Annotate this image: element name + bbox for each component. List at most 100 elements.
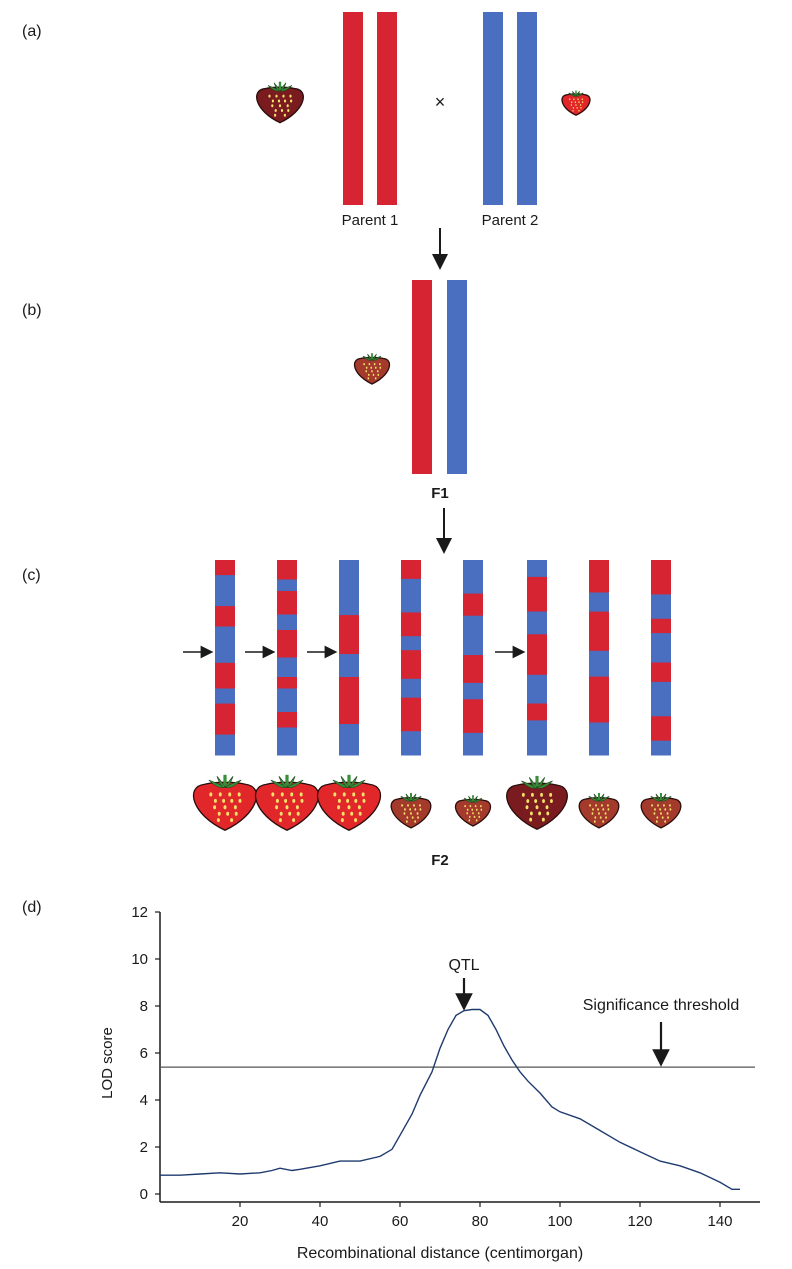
f2-population: [183, 560, 682, 831]
threshold-label: Significance threshold: [583, 997, 740, 1014]
f2-chromosome-segment: [215, 734, 235, 756]
f2-chromosome-segment: [589, 560, 609, 593]
y-tick-label: 6: [140, 1045, 148, 1062]
f2-chromosome-segment: [339, 724, 359, 756]
f2-chromosome-segment: [527, 634, 547, 676]
f2-chromosome-segment: [527, 611, 547, 635]
f2-chromosome-segment: [651, 594, 671, 620]
cross-symbol: ×: [435, 92, 446, 112]
f2-chromosome-segment: [651, 716, 671, 742]
panel-b-label: (b): [22, 302, 42, 319]
panel-a-label: (a): [22, 23, 42, 40]
panel-d-label: (d): [22, 899, 42, 916]
f2-chromosome-segment: [651, 633, 671, 664]
x-tick-label: 40: [312, 1213, 329, 1230]
f2-chromosome-segment: [589, 611, 609, 652]
f2-strawberry-icon: [390, 792, 432, 829]
f2-individual: [495, 560, 568, 831]
f2-chromosome-segment: [589, 650, 609, 678]
y-tick-label: 10: [131, 951, 148, 968]
y-tick-label: 8: [140, 998, 148, 1015]
lod-curve: [160, 1008, 740, 1190]
f2-chromosome-segment: [277, 688, 297, 713]
parent1-chromosome-pair: [343, 12, 397, 205]
f2-individual: [307, 560, 382, 831]
f2-chromosome-segment: [277, 711, 297, 728]
y-axis-label: LOD score: [99, 1027, 116, 1099]
y-tick-label: 12: [131, 904, 148, 921]
f2-chromosome-segment: [401, 636, 421, 651]
f2-chromosome-segment: [651, 740, 671, 756]
parent2-strawberry-icon: [561, 90, 591, 116]
y-tick-label: 0: [140, 1186, 148, 1203]
x-tick-label: 120: [627, 1213, 652, 1230]
f2-chromosome-segment: [401, 612, 421, 637]
f2-chromosome-segment: [339, 677, 359, 725]
f2-chromosome-segment: [463, 593, 483, 617]
f2-individual: [245, 560, 320, 831]
y-tick-label: 4: [140, 1092, 148, 1109]
f2-chromosome-segment: [339, 560, 359, 616]
f2-chromosome-segment: [651, 618, 671, 634]
parent2-chromosome-left: [483, 12, 503, 205]
parent1-chromosome-left: [343, 12, 363, 205]
f1-chromosome-blue: [447, 280, 467, 474]
f2-strawberry-icon: [454, 795, 492, 827]
f2-chromosome-segment: [401, 678, 421, 699]
f2-strawberry-icon: [316, 774, 382, 831]
f2-chromosome-segment: [463, 655, 483, 684]
f2-strawberry-icon: [254, 774, 320, 831]
f2-chromosome-segment: [215, 662, 235, 689]
f1-chromosome-red: [412, 280, 432, 474]
f2-individual: [183, 560, 258, 831]
f2-chromosome-segment: [277, 629, 297, 658]
parent2-label: Parent 2: [482, 212, 539, 229]
f1-strawberry-icon: [353, 353, 391, 385]
x-tick-label: 100: [547, 1213, 572, 1230]
lod-score-chart: 0 2 4 6 8 10 12 20 40 60 80 100 120 140 Recombinationa…: [99, 904, 760, 1262]
x-tick-label: 140: [707, 1213, 732, 1230]
f2-chromosome-segment: [463, 560, 483, 595]
f2-chromosome-segment: [401, 731, 421, 756]
f2-individual: [454, 560, 492, 827]
f2-chromosome-segment: [215, 560, 235, 576]
f2-strawberry-icon: [578, 792, 620, 829]
f2-chromosome-segment: [463, 699, 483, 734]
f2-chromosome-segment: [215, 626, 235, 664]
parent1-chromosome-right: [377, 12, 397, 205]
f2-individual: [640, 560, 682, 829]
f2-chromosome-segment: [527, 560, 547, 578]
f2-chromosome-segment: [651, 662, 671, 683]
f2-chromosome-segment: [463, 732, 483, 756]
f2-chromosome-segment: [215, 703, 235, 736]
f2-chromosome-segment: [277, 677, 297, 689]
f2-chromosome-segment: [277, 590, 297, 615]
f2-chromosome-segment: [401, 578, 421, 613]
f2-chromosome-segment: [277, 614, 297, 631]
y-tick-label: 2: [140, 1139, 148, 1156]
f2-chromosome-segment: [651, 681, 671, 717]
f2-chromosome-segment: [401, 560, 421, 580]
x-tick-label: 60: [392, 1213, 409, 1230]
qtl-label: QTL: [448, 957, 479, 974]
parent2-chromosome-pair: [483, 12, 537, 205]
parent2-chromosome-right: [517, 12, 537, 205]
f2-chromosome-segment: [527, 720, 547, 756]
f1-label: F1: [431, 485, 449, 502]
x-axis-label: Recombinational distance (centimorgan): [297, 1245, 583, 1262]
f2-chromosome-segment: [339, 615, 359, 655]
parent1-strawberry-icon: [256, 81, 304, 124]
f2-chromosome-segment: [463, 682, 483, 700]
f2-strawberry-icon: [192, 774, 258, 831]
f2-chromosome-segment: [463, 615, 483, 656]
f2-strawberry-icon: [506, 775, 568, 831]
f2-chromosome-segment: [339, 654, 359, 678]
panel-c-label: (c): [22, 567, 41, 584]
f2-chromosome-segment: [277, 657, 297, 678]
f2-chromosome-segment: [589, 676, 609, 723]
f2-label: F2: [431, 852, 449, 869]
x-tick-label: 80: [472, 1213, 489, 1230]
parent1-label: Parent 1: [342, 212, 399, 229]
f2-individual: [390, 560, 432, 829]
